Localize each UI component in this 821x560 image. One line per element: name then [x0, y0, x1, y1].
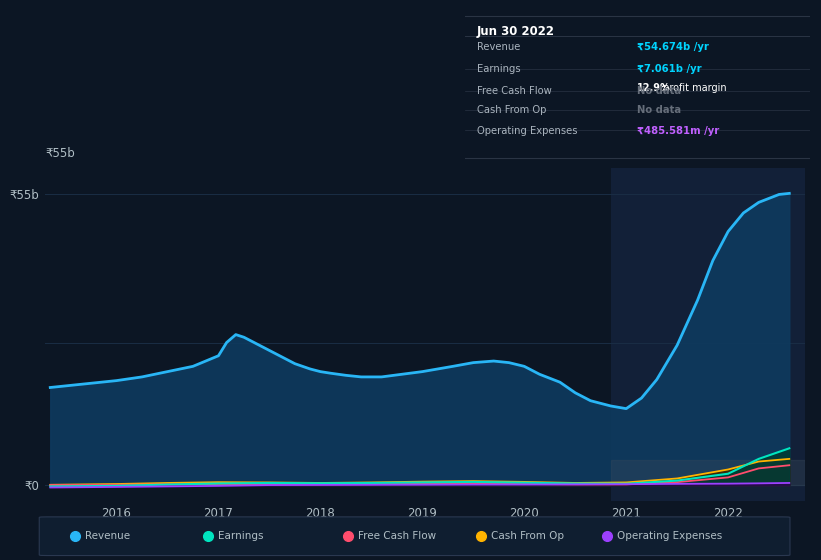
Text: 12.9%: 12.9% — [637, 83, 671, 94]
FancyBboxPatch shape — [39, 517, 790, 556]
Text: Operating Expenses: Operating Expenses — [477, 126, 577, 136]
Text: Earnings: Earnings — [218, 531, 264, 541]
Text: Cash From Op: Cash From Op — [492, 531, 565, 541]
Text: Free Cash Flow: Free Cash Flow — [477, 86, 552, 96]
Text: ₹7.061b /yr: ₹7.061b /yr — [637, 64, 702, 74]
Bar — [611, 168, 805, 501]
Text: Operating Expenses: Operating Expenses — [617, 531, 722, 541]
Text: Revenue: Revenue — [477, 42, 521, 52]
Text: Free Cash Flow: Free Cash Flow — [359, 531, 437, 541]
Text: Cash From Op: Cash From Op — [477, 105, 546, 115]
Text: profit margin: profit margin — [659, 83, 726, 94]
Text: ₹485.581m /yr: ₹485.581m /yr — [637, 126, 719, 136]
Text: ₹54.674b /yr: ₹54.674b /yr — [637, 42, 709, 52]
Text: No data: No data — [637, 105, 681, 115]
Text: No data: No data — [637, 86, 681, 96]
Text: Earnings: Earnings — [477, 64, 521, 74]
Text: Jun 30 2022: Jun 30 2022 — [477, 25, 555, 38]
Text: Revenue: Revenue — [85, 531, 131, 541]
Text: ₹55b: ₹55b — [45, 147, 75, 160]
Polygon shape — [611, 460, 805, 486]
